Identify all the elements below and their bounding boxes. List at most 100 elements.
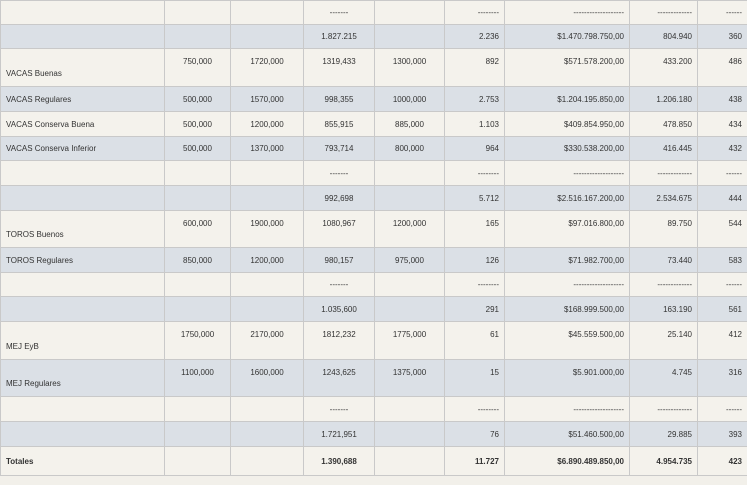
table-cell: 360 — [697, 24, 747, 49]
table-cell: 800,000 — [374, 136, 445, 161]
table-row: 992,698 5.712 $2.516.167.200,00 2.534.675 44… — [0, 185, 747, 211]
table-cell: $168.999.500,00 — [504, 296, 630, 322]
table-cell: $71.982.700,00 — [504, 247, 630, 273]
row-label: VACAS Conserva Buena — [0, 111, 165, 137]
table-cell — [230, 296, 304, 322]
table-cell: 434 — [697, 111, 747, 137]
table-cell — [164, 396, 231, 422]
table-cell: 29.885 — [629, 421, 698, 447]
table-cell: $1.470.798.750,00 — [504, 24, 630, 49]
table-cell: 804.940 — [629, 24, 698, 49]
table-cell: 1.827.215 — [303, 24, 375, 49]
table-cell: 1200,000 — [230, 247, 304, 273]
table-cell: 850,000 — [164, 247, 231, 273]
table-cell: 992,698 — [303, 185, 375, 211]
table-cell: ------------------- — [504, 160, 630, 186]
table-cell: 964 — [444, 136, 505, 161]
table-cell: ------------------- — [504, 396, 630, 422]
table-row: VACAS Conserva Inferior 500,000 1370,000 79… — [0, 136, 747, 161]
table-cell — [374, 160, 445, 186]
table-cell: -------- — [444, 160, 505, 186]
row-label — [0, 185, 165, 211]
table-cell: ------ — [697, 160, 747, 186]
table-cell — [374, 185, 445, 211]
table-row: ------- -------- ------------------- ------… — [0, 160, 747, 186]
table-row: 1.721,951 76 $51.460.500,00 29.885 393 — [0, 421, 747, 447]
table-cell: 793,714 — [303, 136, 375, 161]
table-cell: 2.753 — [444, 86, 505, 112]
table-cell: 583 — [697, 247, 747, 273]
table-cell: 1570,000 — [230, 86, 304, 112]
row-label — [0, 396, 165, 422]
row-label — [0, 421, 165, 447]
table-cell — [164, 421, 231, 447]
table-cell — [230, 185, 304, 211]
table-cell: 291 — [444, 296, 505, 322]
table-cell: 1.206.180 — [629, 86, 698, 112]
table-cell: 76 — [444, 421, 505, 447]
table-cell: 2.534.675 — [629, 185, 698, 211]
table-cell: 61 — [444, 321, 505, 360]
table-cell: $1.204.195.850,00 — [504, 86, 630, 112]
row-label — [0, 24, 165, 49]
table-cell: $51.460.500,00 — [504, 421, 630, 447]
table-cell: 163.190 — [629, 296, 698, 322]
table-row: VACAS Regulares 500,000 1570,000 998,355 100… — [0, 86, 747, 112]
table-cell: ------------------- — [504, 0, 630, 25]
table-cell: 1.721,951 — [303, 421, 375, 447]
table-cell — [374, 296, 445, 322]
table-cell: 750,000 — [164, 48, 231, 87]
table-cell: 1319,433 — [303, 48, 375, 87]
table-cell: 4.954.735 — [629, 446, 698, 476]
table-cell: 1720,000 — [230, 48, 304, 87]
table-cell: 1100,000 — [164, 359, 231, 397]
table-cell: 600,000 — [164, 210, 231, 248]
table-cell: 393 — [697, 421, 747, 447]
table-cell — [230, 0, 304, 25]
table-row: VACAS Conserva Buena 500,000 1200,000 855,9… — [0, 111, 747, 137]
row-label: TOROS Buenos — [0, 210, 165, 248]
table-cell: 1900,000 — [230, 210, 304, 248]
table-cell — [374, 396, 445, 422]
table-row: 1.035,600 291 $168.999.500,00 163.190 561 — [0, 296, 747, 322]
table-cell — [230, 24, 304, 49]
table-cell: $571.578.200,00 — [504, 48, 630, 87]
table-cell: ------------------- — [504, 272, 630, 297]
table-cell: 885,000 — [374, 111, 445, 137]
table-cell: ------- — [303, 160, 375, 186]
table-cell: $6.890.489.850,00 — [504, 446, 630, 476]
table-row: MEJ EyB 1750,000 2170,000 1812,232 1775,000 6… — [0, 321, 747, 360]
table-cell: 73.440 — [629, 247, 698, 273]
table-cell: ------- — [303, 0, 375, 25]
table-cell: ------------- — [629, 272, 698, 297]
table-cell: 433.200 — [629, 48, 698, 87]
table-cell: 486 — [697, 48, 747, 87]
table-cell — [230, 396, 304, 422]
table-cell: 4.745 — [629, 359, 698, 397]
table-cell: 1.035,600 — [303, 296, 375, 322]
table-cell: 1375,000 — [374, 359, 445, 397]
table-cell: -------- — [444, 0, 505, 25]
table-cell: 444 — [697, 185, 747, 211]
table-cell — [374, 0, 445, 25]
table-cell: 316 — [697, 359, 747, 397]
table-cell: -------- — [444, 396, 505, 422]
table-cell: 2.236 — [444, 24, 505, 49]
table-cell: $97.016.800,00 — [504, 210, 630, 248]
table-cell — [164, 24, 231, 49]
table-cell: 1300,000 — [374, 48, 445, 87]
table-cell: 892 — [444, 48, 505, 87]
table-cell — [374, 24, 445, 49]
table-cell: $45.559.500,00 — [504, 321, 630, 360]
table-cell: 2170,000 — [230, 321, 304, 360]
table-cell: 1000,000 — [374, 86, 445, 112]
table-cell: -------- — [444, 272, 505, 297]
table-cell: 478.850 — [629, 111, 698, 137]
row-label: VACAS Conserva Inferior — [0, 136, 165, 161]
table-cell: ------------- — [629, 0, 698, 25]
table-cell: ------- — [303, 272, 375, 297]
table-cell: $2.516.167.200,00 — [504, 185, 630, 211]
table-cell: $409.854.950,00 — [504, 111, 630, 137]
table-cell — [230, 160, 304, 186]
table-cell: 412 — [697, 321, 747, 360]
